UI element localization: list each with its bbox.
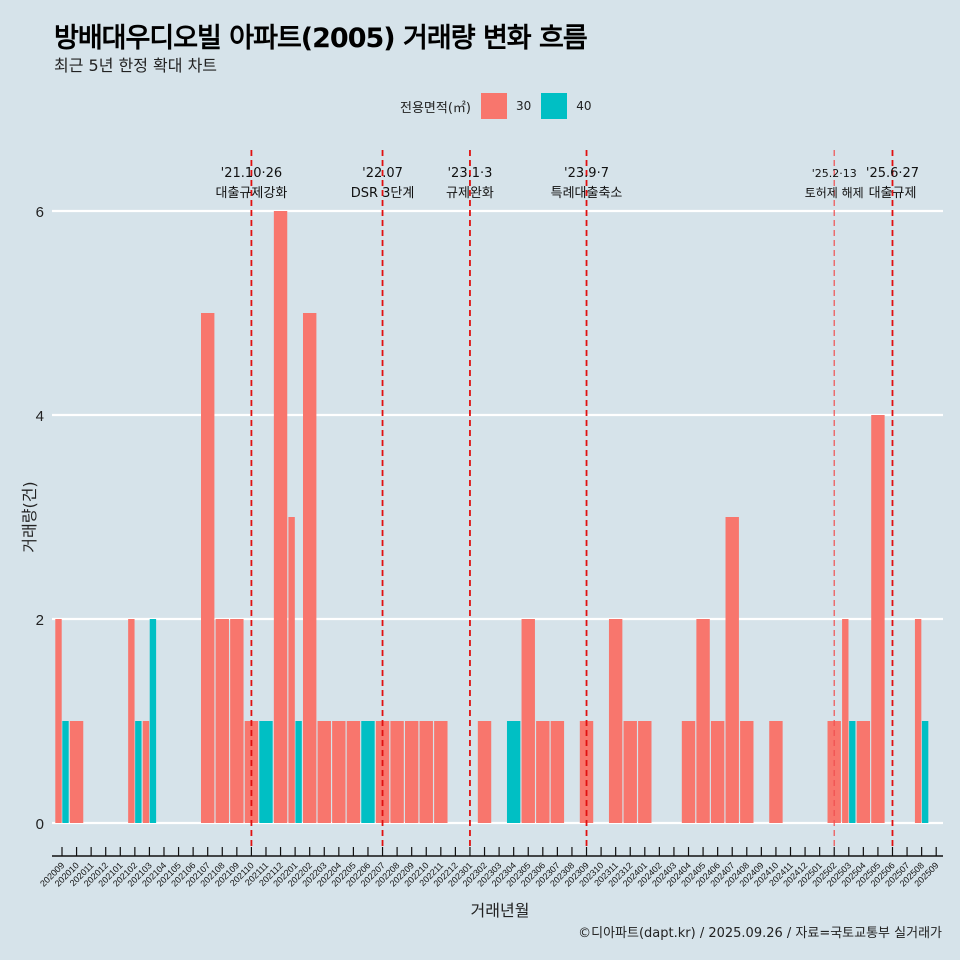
event-label-202502: 토허제 해제 [805, 186, 864, 200]
legend-swatch-30 [480, 93, 507, 119]
bar-30-202205 [346, 721, 361, 823]
bar-30-202203 [317, 721, 331, 823]
event-label-202207: DSR 3단계 [351, 186, 415, 201]
bar-30-202108 [215, 619, 229, 823]
event-label-202110: 대출규제강화 [216, 186, 288, 201]
bar-30-202211 [434, 721, 448, 823]
event-annotations: '21.10·26 대출규제강화 '22.07 DSR 3단계 '23.1·3 규제완화 '… [216, 166, 920, 201]
y-tick-label: 6 [36, 204, 44, 221]
bar-30-202204 [332, 721, 346, 823]
source-footer: ©디아파트(dapt.kr) / 2025.09.26 / 자료=국토교통부 실… [578, 926, 942, 941]
bar-30-202102 [128, 619, 135, 823]
bar-30-202406 [710, 721, 725, 823]
bar-40-202111 [259, 721, 273, 823]
bar-30-202404 [681, 721, 696, 823]
bar-30-202010 [69, 721, 84, 823]
event-date-202110: '21.10·26 [221, 166, 282, 181]
bar-40-202102 [135, 721, 142, 823]
bar-30-202307 [550, 721, 565, 823]
bar-30-202201 [288, 517, 295, 823]
bar-30-202505 [871, 415, 885, 823]
bar-40-202103 [149, 619, 157, 823]
event-date-202309: '23.9·7 [564, 166, 609, 181]
bar-30-202209 [404, 721, 419, 823]
y-tick-label: 0 [36, 816, 44, 833]
bar-30-202112 [273, 211, 288, 823]
event-date-202506: '25.6·27 [866, 166, 919, 181]
event-date-202502: '25.2·13 [812, 167, 857, 180]
event-label-202309: 특례대출축소 [551, 186, 623, 201]
event-date-202207: '22.07 [362, 166, 403, 181]
bar-30-202107 [201, 313, 215, 823]
legend-label-40: 40 [576, 99, 592, 113]
y-tick-label: 2 [36, 612, 44, 629]
chart-subtitle: 최근 5년 한정 확대 차트 [54, 56, 218, 75]
event-date-202301: '23.1·3 [447, 166, 492, 181]
bar-30-202306 [536, 721, 550, 823]
bar-40-202503 [849, 721, 856, 823]
legend: 전용면적(㎡) 30 40 [400, 93, 602, 119]
y-tick-label: 4 [36, 408, 44, 425]
legend-swatch-40 [541, 93, 568, 119]
bar-30-202302 [477, 721, 492, 823]
bar-40-202009 [62, 721, 69, 823]
y-axis-label: 거래량(건) [20, 481, 39, 553]
gridlines [52, 209, 943, 825]
bar-30-202401 [638, 721, 652, 823]
bar-40-202206 [361, 721, 375, 823]
bar-30-202312 [623, 721, 637, 823]
event-label-202301: 규제완화 [446, 186, 494, 201]
bar-30-202508 [914, 619, 922, 823]
bar-40-202508 [921, 721, 929, 823]
bar-30-202202 [302, 313, 317, 823]
legend-title: 전용면적(㎡) [400, 100, 471, 116]
bar-30-202210 [419, 721, 433, 823]
bar-30-202311 [608, 619, 623, 823]
bar-30-202405 [696, 619, 710, 823]
bar-30-202208 [390, 721, 404, 823]
x-axis-label: 거래년월 [470, 901, 530, 920]
x-axis: 2020092020102020112020122021012021022021… [38, 847, 943, 889]
bar-40-202201 [295, 721, 302, 823]
bar-30-202103 [142, 721, 150, 823]
bar-30-202410 [769, 721, 783, 823]
bar-30-202504 [856, 721, 871, 823]
y-axis-ticks: 0 2 4 6 [36, 204, 44, 833]
event-lines [250, 150, 894, 850]
bar-40-202304 [506, 721, 521, 823]
bar-30-202109 [230, 619, 244, 823]
event-label-202506: 대출규제 [869, 186, 917, 201]
legend-label-30: 30 [515, 99, 532, 113]
bar-30-202503 [842, 619, 849, 823]
chart-title: 방배대우디오빌 아파트(2005) 거래량 변화 흐름 [54, 23, 588, 54]
bar-30-202408 [740, 721, 754, 823]
bar-30-202407 [725, 517, 739, 823]
bar-30-202009 [55, 619, 62, 823]
bars [55, 211, 929, 823]
bar-30-202305 [521, 619, 535, 823]
